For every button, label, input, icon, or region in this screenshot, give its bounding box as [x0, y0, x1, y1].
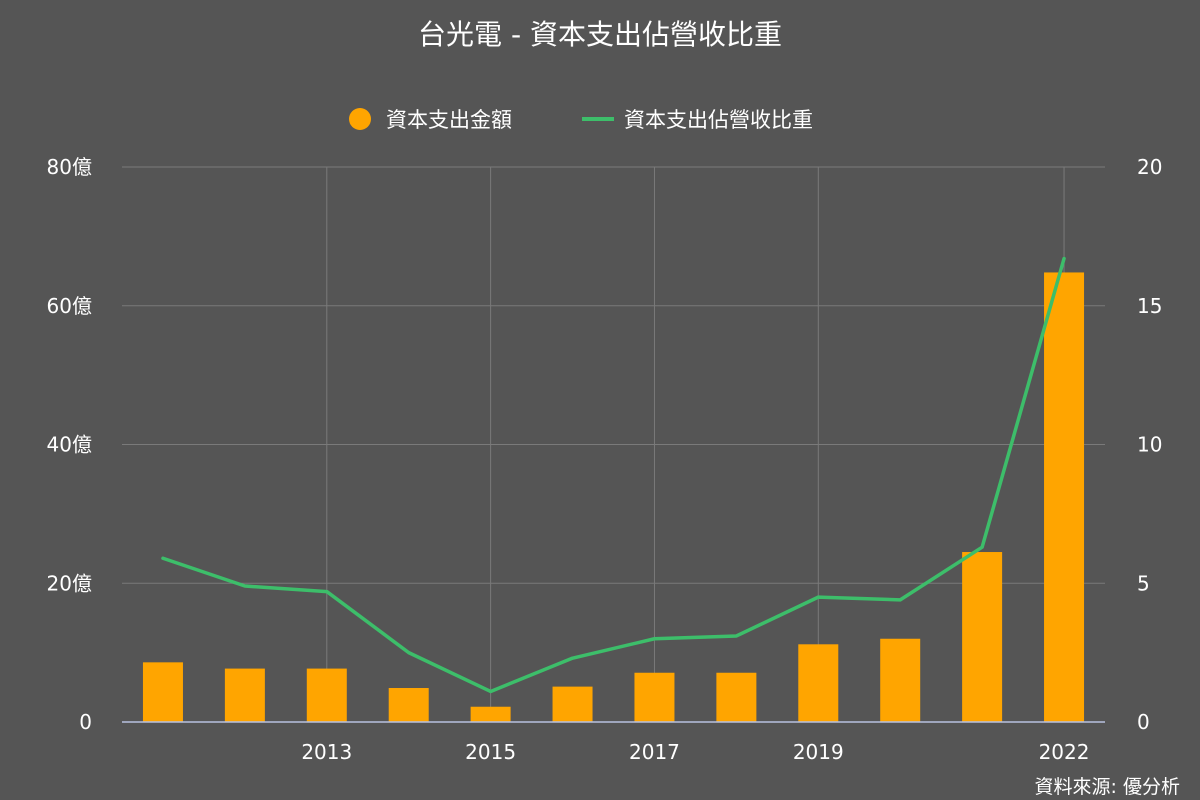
y-right-tick-label: 15: [1137, 294, 1162, 318]
line-point-2015: [489, 689, 493, 693]
bar-2020: [880, 638, 921, 722]
y-left-tick-label: 0: [79, 710, 92, 734]
y-left-tick-label: 80億: [47, 155, 92, 179]
x-tick-label: 2022: [1039, 740, 1090, 764]
y-left-tick-label: 20億: [47, 571, 92, 595]
line-point-2020: [898, 598, 902, 602]
chart-title: 台光電 - 資本支出佔營收比重: [418, 18, 782, 51]
legend-line-label: 資本支出佔營收比重: [624, 108, 813, 132]
y-left-tick-label: 60億: [47, 294, 92, 318]
bar-2013: [306, 668, 347, 722]
bar-2011: [142, 662, 183, 722]
legend: 資本支出金額 資本支出佔營收比重: [349, 108, 813, 132]
line-point-2017: [652, 637, 656, 641]
legend-bar-label: 資本支出金額: [386, 108, 512, 132]
line-series-path: [161, 256, 1066, 694]
bar-2021: [962, 552, 1003, 722]
y-right-tick-label: 10: [1137, 433, 1162, 457]
x-tick-label: 2013: [301, 740, 352, 764]
bar-2019: [798, 644, 839, 722]
bar-2022: [1044, 272, 1085, 722]
bar-series: [142, 272, 1085, 722]
bar-2017: [634, 672, 675, 722]
bar-2015: [470, 706, 511, 722]
y-right-tick-label: 5: [1137, 571, 1150, 595]
y-right-tick-label: 0: [1137, 710, 1150, 734]
bar-2014: [388, 688, 429, 722]
bar-2016: [552, 686, 593, 722]
line-point-2019: [816, 595, 820, 599]
axes: 0 0 20億 5 40億 10 60億 15 80億 20 2013 2015 2017 2019 202…: [47, 155, 1163, 764]
legend-bar-swatch: [349, 108, 371, 130]
line-point-2014: [407, 651, 411, 655]
line-point-2013: [325, 590, 329, 594]
line-point-2021: [980, 545, 984, 549]
line-point-2016: [571, 656, 575, 660]
y-left-tick-label: 40億: [47, 433, 92, 457]
grid: [122, 166, 1105, 722]
source-note: 資料來源: 優分析: [1035, 776, 1180, 798]
line-point-2011: [161, 556, 165, 560]
line-point-2022: [1062, 257, 1066, 261]
line-series-layer: [161, 256, 1066, 694]
x-tick-label: 2019: [793, 740, 844, 764]
bar-2012: [224, 668, 265, 722]
x-tick-label: 2017: [629, 740, 680, 764]
x-tick-label: 2015: [465, 740, 516, 764]
bar-2018: [716, 672, 757, 722]
line-point-2012: [243, 584, 247, 588]
line-point-2018: [734, 634, 738, 638]
y-right-tick-label: 20: [1137, 155, 1162, 179]
